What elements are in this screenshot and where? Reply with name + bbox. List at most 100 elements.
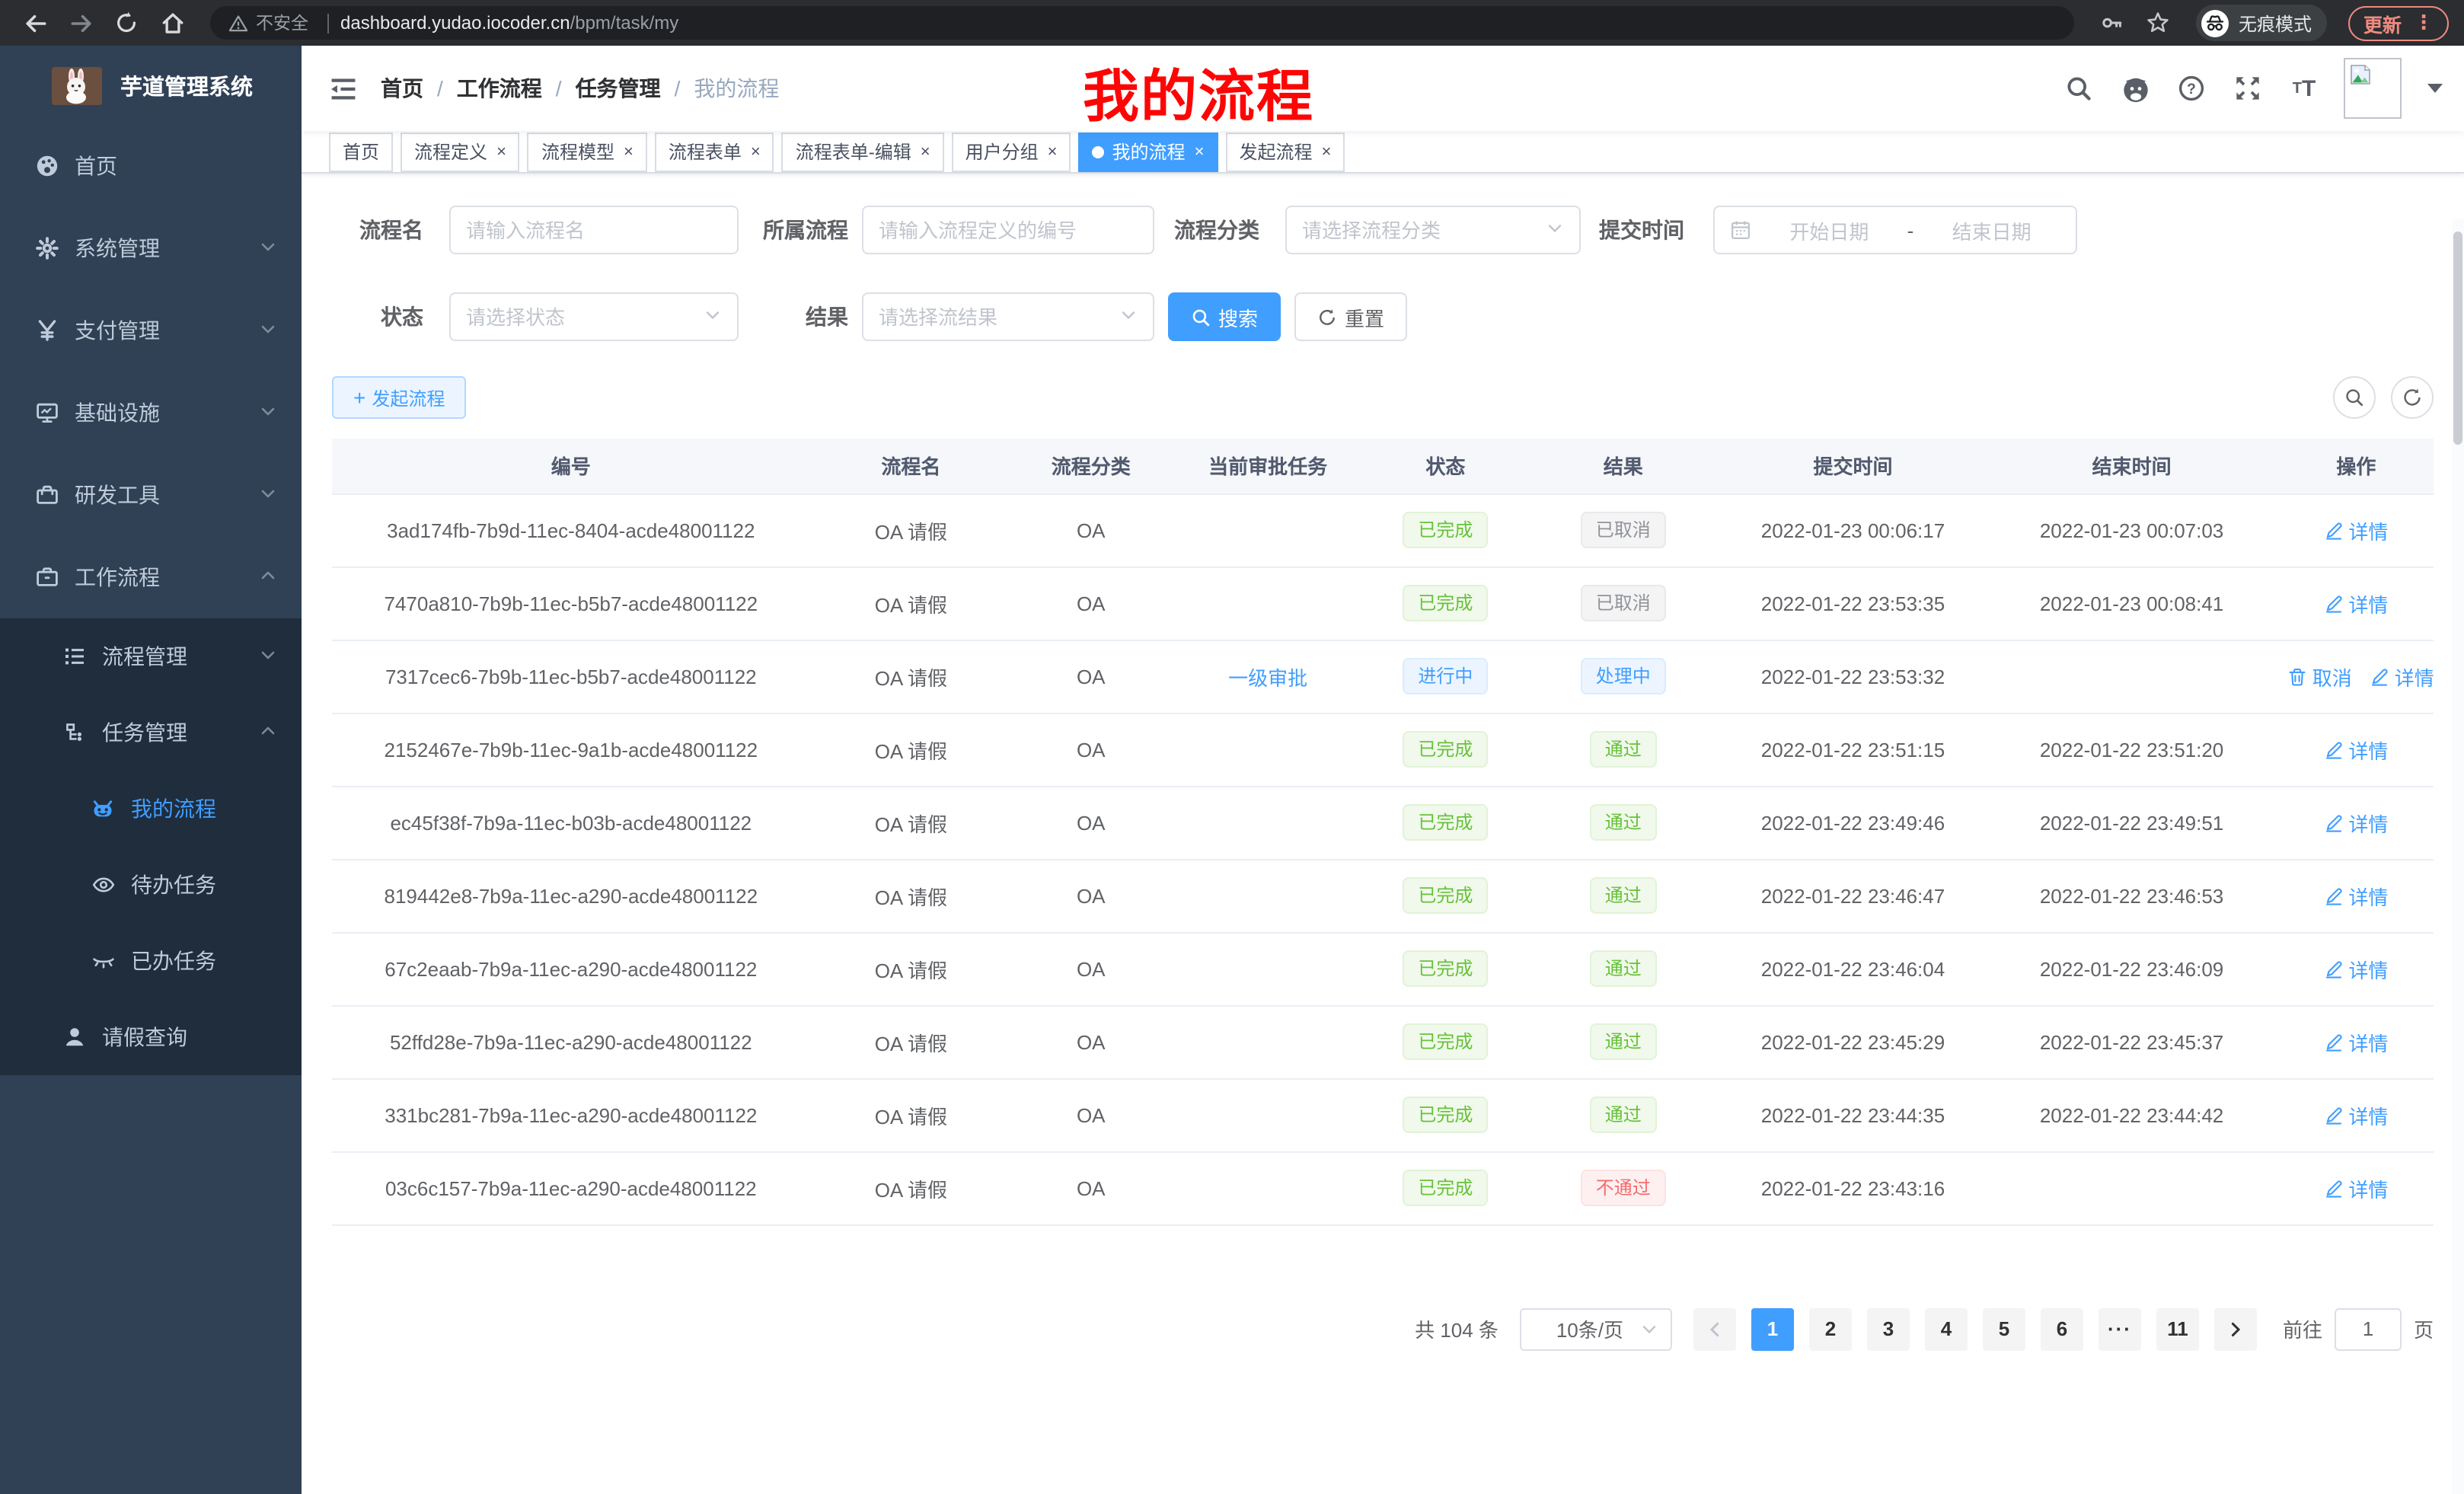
goto-page-input[interactable] [2334, 1307, 2402, 1350]
list-icon [61, 643, 87, 669]
prev-page-button[interactable] [1693, 1307, 1736, 1350]
breadcrumb-task-mgmt[interactable]: 任务管理 [575, 76, 661, 101]
detail-link[interactable]: 详情 [2324, 1027, 2388, 1056]
tab-process-definition[interactable]: 流程定义 × [401, 132, 520, 171]
cell-current-task [1170, 567, 1366, 640]
detail-link[interactable]: 详情 [2324, 881, 2388, 910]
process-definition-input[interactable] [862, 206, 1154, 254]
logo-image [52, 66, 102, 104]
scrollbar[interactable] [2452, 219, 2464, 1494]
sidebar-item-workflow[interactable]: 工作流程 [0, 536, 302, 618]
page-button-3[interactable]: 3 [1866, 1307, 1910, 1350]
sidebar-item-todo-tasks[interactable]: 待办任务 [0, 847, 302, 923]
sidebar-item-leave-query[interactable]: 请假查询 [0, 999, 302, 1075]
page-button-5[interactable]: 5 [1982, 1307, 2025, 1350]
cell-process-id: 7470a810-7b9b-11ec-b5b7-acde48001122 [332, 567, 810, 640]
tab-home[interactable]: 首页 [329, 132, 394, 171]
hamburger-icon[interactable] [317, 62, 369, 114]
cell-process-name: OA 请假 [809, 1005, 1013, 1079]
sidebar-item-process-mgmt[interactable]: 流程管理 [0, 618, 302, 694]
refresh-table-button[interactable] [2391, 376, 2434, 419]
chevron-down-icon [259, 644, 277, 669]
page-button-1[interactable]: 1 [1751, 1307, 1794, 1350]
breadcrumb-workflow[interactable]: 工作流程 [456, 76, 542, 101]
close-icon[interactable]: × [1321, 142, 1332, 161]
tab-process-form[interactable]: 流程表单 × [654, 132, 774, 171]
submit-time-range-picker[interactable]: 开始日期 - 结束日期 [1713, 206, 2077, 254]
avatar-dropdown-icon[interactable] [2427, 84, 2443, 93]
refresh-icon [2404, 388, 2421, 406]
detail-link[interactable]: 详情 [2324, 516, 2388, 544]
sidebar-item-task-mgmt[interactable]: 任务管理 [0, 694, 302, 771]
toolbar: + 发起流程 [332, 376, 2434, 419]
bookmark-star-icon[interactable] [2138, 3, 2178, 43]
tab-start-process[interactable]: 发起流程 × [1225, 132, 1345, 171]
detail-link[interactable]: 详情 [2324, 954, 2388, 983]
result-badge: 处理中 [1580, 658, 1666, 694]
next-page-button[interactable] [2213, 1307, 2257, 1350]
detail-link[interactable]: 详情 [2324, 735, 2388, 764]
page-button-6[interactable]: 6 [2040, 1307, 2083, 1350]
tab-user-group[interactable]: 用户分组 × [951, 132, 1071, 171]
cell-actions: 详情 [2278, 859, 2434, 933]
page-button-11[interactable]: 11 [2156, 1307, 2199, 1350]
help-icon[interactable]: ? [2175, 72, 2208, 105]
sidebar-item-home[interactable]: 首页 [0, 125, 302, 207]
tab-my-process[interactable]: 我的流程 × [1078, 132, 1218, 171]
detail-link[interactable]: 详情 [2370, 662, 2434, 691]
forward-icon[interactable] [61, 3, 101, 43]
close-icon[interactable]: × [920, 142, 930, 161]
cell-submit-time: 2022-01-22 23:49:46 [1721, 786, 1985, 860]
cell-status: 已完成 [1365, 493, 1525, 567]
scrollbar-thumb[interactable] [2453, 231, 2462, 445]
sidebar-item-my-process[interactable]: 我的流程 [0, 771, 302, 847]
breadcrumb-home[interactable]: 首页 [381, 76, 423, 101]
status-badge: 已完成 [1403, 804, 1489, 841]
page-button-4[interactable]: 4 [1924, 1307, 1968, 1350]
sidebar-item-infra[interactable]: 基础设施 [0, 372, 302, 454]
close-icon[interactable]: × [623, 142, 634, 161]
close-icon[interactable]: × [496, 142, 506, 161]
process-name-input[interactable] [449, 206, 739, 254]
search-icon[interactable] [2062, 72, 2095, 105]
page-button-2[interactable]: 2 [1808, 1307, 1852, 1350]
browser-menu-icon[interactable]: ⋮ [2414, 11, 2434, 34]
sidebar-item-done-tasks[interactable]: 已办任务 [0, 923, 302, 999]
cell-actions: 详情 [2278, 567, 2434, 640]
sidebar-item-system[interactable]: 系统管理 [0, 207, 302, 289]
status-select[interactable] [449, 292, 739, 341]
show-search-button[interactable] [2333, 376, 2376, 419]
cell-process-name: OA 请假 [809, 493, 1013, 567]
fullscreen-icon[interactable] [2231, 72, 2265, 105]
detail-link[interactable]: 详情 [2324, 1100, 2388, 1129]
github-icon[interactable] [2118, 72, 2152, 105]
tab-process-form-edit[interactable]: 流程表单-编辑 × [781, 132, 944, 171]
update-button[interactable]: 更新 ⋮ [2348, 5, 2449, 40]
sidebar-item-payment[interactable]: 支付管理 [0, 289, 302, 372]
reload-icon[interactable] [107, 3, 146, 43]
result-select[interactable] [862, 292, 1154, 341]
cancel-link[interactable]: 取消 [2288, 662, 2352, 691]
sidebar-item-devtools[interactable]: 研发工具 [0, 454, 302, 536]
process-category-select[interactable] [1285, 206, 1581, 254]
back-icon[interactable] [15, 3, 55, 43]
tab-process-model[interactable]: 流程模型 × [527, 132, 647, 171]
close-icon[interactable]: × [1047, 142, 1058, 161]
avatar[interactable] [2344, 58, 2402, 119]
close-icon[interactable]: × [1194, 142, 1205, 161]
key-icon[interactable] [2092, 3, 2132, 43]
pager-ellipsis[interactable]: ··· [2098, 1307, 2141, 1350]
detail-link[interactable]: 详情 [2324, 589, 2388, 618]
close-icon[interactable]: × [750, 142, 761, 161]
home-icon[interactable] [152, 3, 192, 43]
address-bar[interactable]: 不安全 dashboard.yudao.iocoder.cn /bpm/task… [210, 6, 2074, 40]
detail-link[interactable]: 详情 [2324, 808, 2388, 837]
current-task-link[interactable]: 一级审批 [1228, 666, 1308, 689]
active-dot [1092, 145, 1105, 158]
page-size-select[interactable]: 10条/页 [1519, 1307, 1672, 1350]
reset-button[interactable]: 重置 [1294, 292, 1408, 341]
search-button[interactable]: 搜索 [1168, 292, 1281, 341]
start-process-button[interactable]: + 发起流程 [332, 376, 467, 419]
detail-link[interactable]: 详情 [2324, 1173, 2388, 1202]
